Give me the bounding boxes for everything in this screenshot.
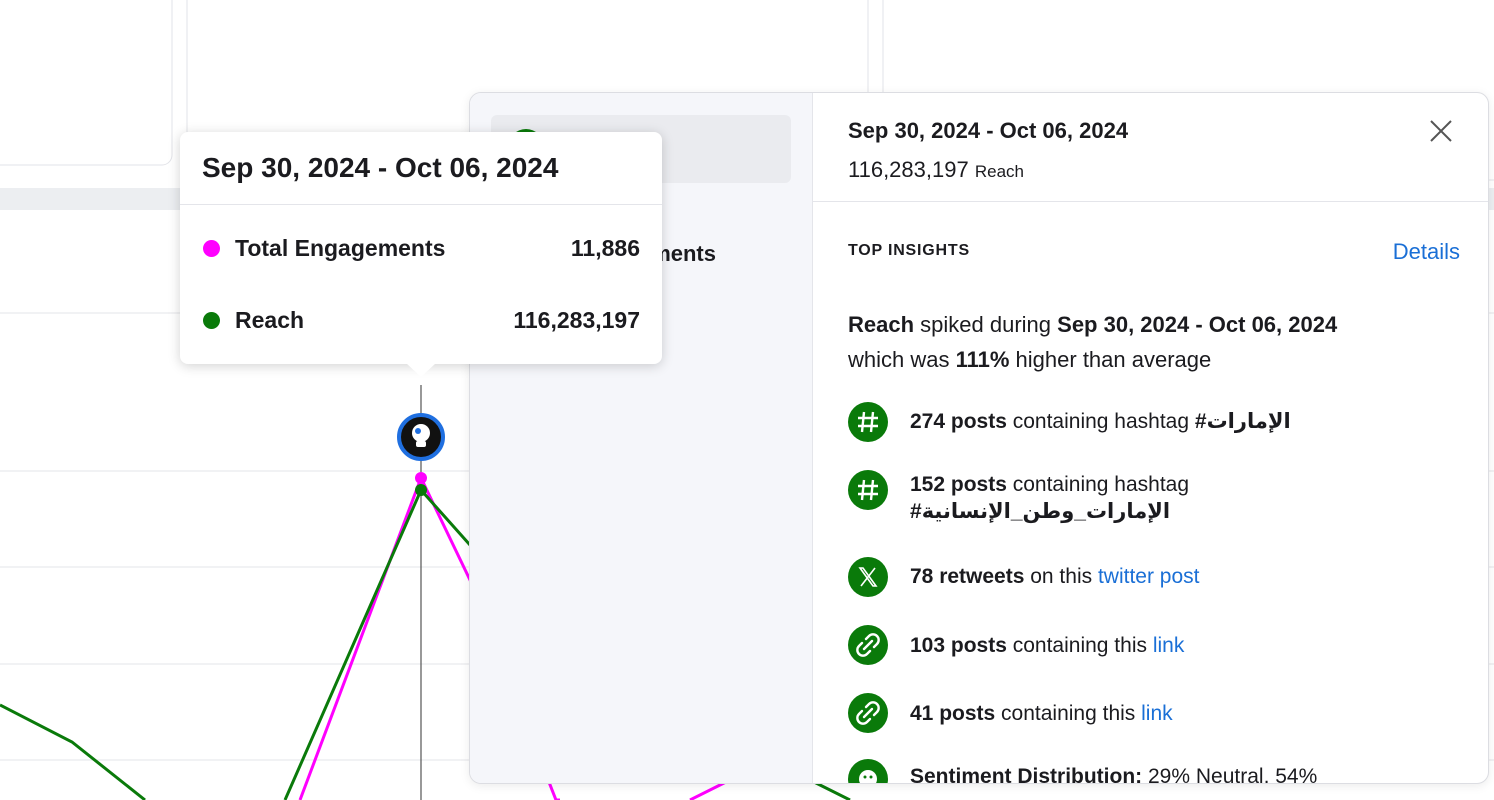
insight: 41 posts containing this link [910,700,1450,727]
reach-line [283,487,472,800]
insight-count: 152 posts [910,473,1007,496]
tooltip-series: Reach [235,307,305,333]
insight-text: containing hashtag [1006,473,1190,496]
tooltip-value: 116,283,197 [513,307,640,333]
tooltip-pointer [406,363,436,377]
panel-value: 116,283,197 [848,157,969,182]
summary-text: higher than average [1009,347,1212,372]
point [415,484,427,496]
legend-dot [203,312,220,329]
insight-count: 274 posts [910,410,1007,433]
tooltip: Sep 30, 2024 - Oct 06, 2024 Total Engage… [180,132,662,377]
insight: 274 posts containing hashtag #الإمارات [910,408,1450,435]
insight-text: on this [1024,565,1098,588]
point [415,472,427,484]
insight-text: containing hashtag [1006,410,1195,433]
panel-date: Sep 30, 2024 - Oct 06, 2024 [848,118,1129,143]
summary-date: Sep 30, 2024 - Oct 06, 2024 [1057,312,1338,337]
legend-dot [203,240,220,257]
summary: Reach spiked during Sep 30, 2024 - Oct 0… [848,307,1448,377]
tooltip-value: 11,886 [570,235,640,261]
insight-count: Sentiment Distribution: [910,765,1143,784]
link-icon [848,693,888,733]
summary-percent: 111% [955,347,1010,372]
insight-text: 29% Neutral, 54% [1142,765,1318,784]
section-title: TOP INSIGHTS [848,242,970,259]
insight: 78 retweets on this twitter post [910,563,1450,590]
hashtag-icon [848,402,888,442]
panel-value-row: 116,283,197 Reach [848,157,1024,183]
reach-line [0,703,146,800]
x-icon [848,557,888,597]
insight: 103 posts containing this link [910,632,1450,659]
summary-text: spiked during [914,312,1058,337]
insight-marker[interactable] [397,413,445,461]
divider [812,201,1488,202]
link-icon [848,625,888,665]
insight-link[interactable]: link [1152,634,1185,657]
card [0,0,173,166]
insight-link[interactable]: twitter post [1097,565,1200,588]
sentiment-icon [848,759,888,783]
insight-text: containing this [1006,634,1153,657]
details-link[interactable]: Details [1392,239,1460,264]
tooltip-series: Total Engagements [235,235,446,261]
insight-count: 41 posts [910,702,996,725]
insight-count: 103 posts [910,634,1007,657]
panel-pointer [456,427,470,447]
hashtag: #الإمارات_وطن_الإنسانية [910,500,1171,523]
summary-text: which was [848,347,956,372]
tooltip-title: Sep 30, 2024 - Oct 06, 2024 [202,152,559,183]
hashtag-icon [848,470,888,510]
panel-metric: Reach [974,162,1024,181]
insight-count: 78 retweets [910,565,1025,588]
close-button[interactable] [1429,119,1453,143]
insight: Sentiment Distribution: 29% Neutral, 54% [910,763,1450,784]
summary-metric: Reach [848,312,915,337]
insight: 152 posts containing hashtag #الإمارات_و… [910,471,1450,525]
insight-text: containing this [995,702,1142,725]
hashtag: #الإمارات [1194,410,1291,433]
divider [180,204,662,205]
insight-link[interactable]: link [1141,702,1173,725]
